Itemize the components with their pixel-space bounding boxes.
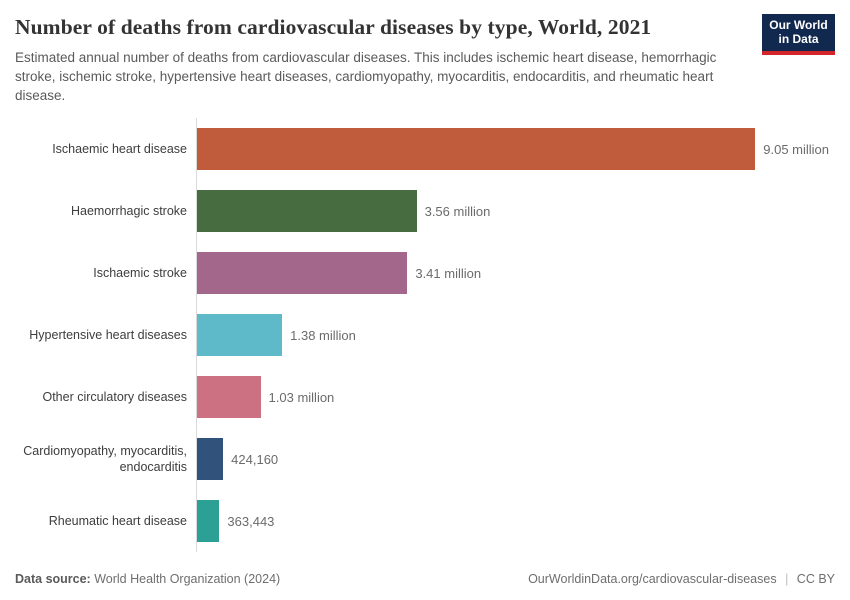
- header: Number of deaths from cardiovascular dis…: [15, 14, 835, 105]
- value-label: 1.38 million: [290, 327, 356, 343]
- bar-track: 1.38 million: [196, 304, 835, 366]
- owid-logo-line2: in Data: [778, 31, 819, 46]
- bar-row: Rheumatic heart disease 363,443: [15, 490, 835, 552]
- bar-row: Other circulatory diseases 1.03 million: [15, 366, 835, 428]
- chart-subtitle: Estimated annual number of deaths from c…: [15, 50, 717, 103]
- category-label: Rheumatic heart disease: [48, 514, 187, 528]
- bar-track: 363,443: [196, 490, 835, 552]
- bar-row: Haemorrhagic stroke 3.56 million: [15, 180, 835, 242]
- bar[interactable]: [197, 376, 261, 418]
- value-label: 1.03 million: [268, 389, 335, 405]
- bar-row: Cardiomyopathy, myocarditis, endocarditi…: [15, 428, 835, 490]
- footer: Data source: World Health Organization (…: [15, 572, 835, 586]
- bar[interactable]: [197, 500, 220, 542]
- bar-track: 1.03 million: [196, 366, 835, 428]
- bar[interactable]: [197, 252, 408, 294]
- category-label: Haemorrhagic stroke: [70, 204, 187, 218]
- footer-separator: |: [785, 572, 789, 586]
- bar-track: 3.41 million: [196, 242, 835, 304]
- owid-logo-red-strip: [762, 51, 835, 55]
- data-source-label: Data source:: [15, 572, 91, 586]
- bar-chart: Ischaemic heart disease 9.05 million Haemo…: [15, 118, 835, 552]
- data-source-value: World Health Organization (2024): [94, 572, 281, 586]
- chart-title: Number of deaths from cardiovascular dis…: [15, 15, 652, 39]
- category-label: Hypertensive heart diseases: [29, 328, 187, 342]
- license-label: CC BY: [796, 572, 835, 586]
- data-source: Data source: World Health Organization (…: [15, 572, 280, 586]
- bar[interactable]: [197, 128, 756, 170]
- value-label: 9.05 million: [763, 141, 830, 157]
- bar-track: 9.05 million: [196, 118, 835, 180]
- bar[interactable]: [197, 438, 224, 480]
- bar[interactable]: [197, 314, 283, 356]
- category-label: Ischaemic heart disease: [52, 142, 187, 156]
- owid-logo-text: Our World in Data: [762, 14, 835, 51]
- bar-row: Ischaemic stroke 3.41 million: [15, 242, 835, 304]
- bar-track: 3.56 million: [196, 180, 835, 242]
- value-label: 3.41 million: [415, 265, 482, 281]
- owid-logo-line1: Our World: [769, 18, 828, 32]
- category-label: Other circulatory diseases: [42, 390, 187, 404]
- header-text: Number of deaths from cardiovascular dis…: [15, 14, 750, 105]
- category-label: Ischaemic stroke: [93, 266, 187, 280]
- footer-credits: OurWorldinData.org/cardiovascular-diseas…: [528, 572, 835, 586]
- bar-row: Hypertensive heart diseases 1.38 million: [15, 304, 835, 366]
- bar-row: Ischaemic heart disease 9.05 million: [15, 118, 835, 180]
- value-label: 424,160: [231, 451, 279, 467]
- value-label: 3.56 million: [424, 203, 491, 219]
- bar[interactable]: [197, 190, 417, 232]
- owid-logo[interactable]: Our World in Data: [762, 14, 835, 55]
- owid-url-link[interactable]: OurWorldinData.org/cardiovascular-diseas…: [528, 572, 777, 586]
- value-label: 363,443: [227, 513, 275, 529]
- bar-track: 424,160: [196, 428, 835, 490]
- category-label: Cardiomyopathy, myocarditis, endocarditi…: [23, 444, 187, 474]
